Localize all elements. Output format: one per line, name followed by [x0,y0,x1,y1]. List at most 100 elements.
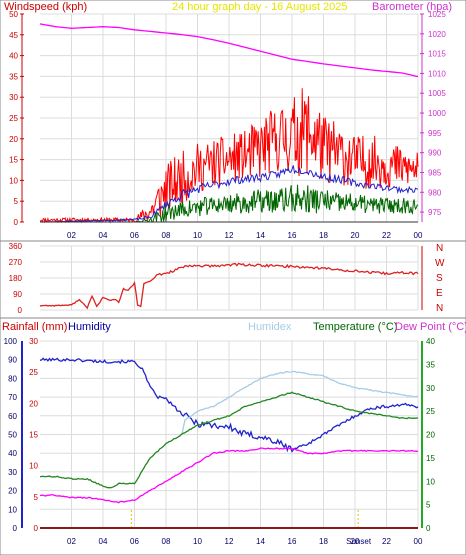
panel3-x-tick-label: 10 [193,537,202,546]
graph-title: 24 hour graph day - 16 August 2025 [172,1,348,13]
humidity-axis-title: Humidity [68,321,111,333]
windspeed-tick-label: 20 [9,135,18,144]
rainfall-axis-title: Rainfall (mm) [2,321,67,333]
compass-label-w: W [435,258,445,269]
panel2-grid [40,245,419,311]
barometer-tick-label: 975 [428,208,442,217]
direction-tick-label: 270 [9,258,23,267]
compass-label-n-bottom: N [436,303,443,314]
sunset-marker-label: Sunset [346,537,372,546]
panel1-x-tick-label: 02 [67,231,76,240]
panel3-markers [130,510,359,528]
barometer-tick-label: 1010 [428,69,446,78]
temperature-tick-label: 20 [426,431,435,440]
humidity-tick-label: 80 [8,374,17,383]
humidity-series-line [39,357,419,453]
direction-tick-label: 360 [9,242,23,251]
compass-labels: N W S E N [435,243,445,314]
barometer-tick-label: 1015 [428,50,446,59]
rainfall-tick-label: 10 [29,462,38,471]
dewpoint-legend: Dew Point (°C) [395,321,466,333]
barometer-tick-label: 985 [428,168,442,177]
rainfall-tick-label: 25 [29,368,38,377]
windspeed-tick-label: 10 [9,176,18,185]
panel3-grid [40,340,419,529]
wind-average-series-line [40,165,419,223]
panel1-x-tick-label: 12 [225,231,234,240]
barometer-tick-label: 1005 [428,89,446,98]
panel3-x-tick-label: 06 [130,537,139,546]
rainfall-tick-label: 30 [29,337,38,346]
panel3-x-tick-label: 20 [351,537,360,546]
windspeed-tick-label: 5 [14,197,19,206]
panel3-x-tick-label: 22 [382,537,391,546]
humidity-tick-label: 40 [8,449,17,458]
windspeed-axis-title: Windspeed (kph) [4,1,87,13]
rainfall-tick-label: 0 [34,524,39,533]
compass-label-s: S [436,273,443,284]
compass-label-n-top: N [436,243,443,254]
windspeed-tick-label: 0 [14,218,19,227]
compass-label-e: E [436,288,443,299]
windspeed-tick-label: 25 [9,114,18,123]
panel3-x-tick-label: 18 [319,537,328,546]
barometer-tick-label: 990 [428,149,442,158]
panel1-x-tick-label: 16 [288,231,297,240]
humidex-legend: Humidex [248,321,292,333]
panel-temperature-humidity: 0102030405060708090100051015202530051015… [0,317,466,555]
panel1-x-tick-label: 06 [130,231,139,240]
panel2-frame [0,240,466,320]
panel1-x-tick-label: 08 [162,231,171,240]
windspeed-tick-label: 35 [9,72,18,81]
windspeed-series-line [39,88,419,224]
wind-direction-series-line [40,262,419,310]
panel3-axes: 0102030405060708090100051015202530051015… [4,337,436,546]
temperature-tick-label: 35 [426,360,435,369]
humidex-series-line [181,370,419,436]
humidity-tick-label: 20 [8,487,17,496]
panel1-axes: 0510152025303540455097598098599099510001… [9,10,446,240]
rainfall-tick-label: 20 [29,399,38,408]
panel1-x-tick-label: 00 [414,231,423,240]
windspeed-tick-label: 15 [9,156,18,165]
barometer-tick-label: 995 [428,129,442,138]
panel1-x-tick-label: 22 [382,231,391,240]
temperature-tick-label: 40 [426,337,435,346]
humidity-tick-label: 10 [8,505,17,514]
temperature-tick-label: 10 [426,477,435,486]
windspeed-tick-label: 50 [9,10,18,19]
windspeed-tick-label: 30 [9,93,18,102]
windspeed-tick-label: 45 [9,31,18,40]
rainfall-tick-label: 5 [34,493,39,502]
panel3-x-tick-label: 02 [67,537,76,546]
panel2-series [40,262,419,310]
temperature-tick-label: 15 [426,454,435,463]
direction-tick-label: 0 [18,306,23,315]
windspeed-tick-label: 40 [9,52,18,61]
temperature-series-line [39,391,419,489]
barometer-tick-label: 1020 [428,30,446,39]
humidity-tick-label: 100 [4,337,18,346]
humidity-tick-label: 0 [13,524,18,533]
direction-tick-label: 90 [13,290,22,299]
panel3-x-tick-label: 04 [99,537,108,546]
temperature-tick-label: 5 [426,501,431,510]
dewpoint-series-line [39,447,419,504]
panel3-x-tick-label: 08 [162,537,171,546]
panel3-x-tick-label: 14 [256,537,265,546]
barometer-series-line [39,23,419,78]
humidity-tick-label: 70 [8,393,17,402]
panel1-x-tick-label: 04 [99,231,108,240]
panel1-x-tick-label: 20 [351,231,360,240]
panel3-x-tick-label: 12 [225,537,234,546]
barometer-tick-label: 1000 [428,109,446,118]
humidity-tick-label: 90 [8,356,17,365]
humidity-tick-label: 30 [8,468,17,477]
panel1-x-tick-label: 18 [319,231,328,240]
panel1-x-tick-label: 14 [256,231,265,240]
barometer-tick-label: 980 [428,188,442,197]
temperature-legend: Temperature (°C) [313,321,397,333]
panel2-axes: 0 90 180 270 360 [9,242,423,315]
panel1-frame [0,0,466,243]
temperature-tick-label: 0 [426,524,431,533]
